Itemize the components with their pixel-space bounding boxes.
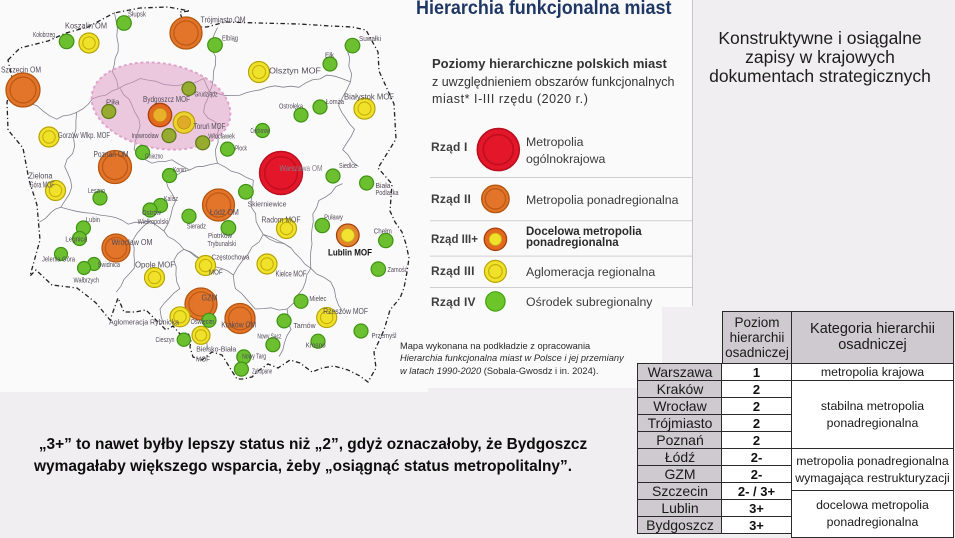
svg-text:Konin: Konin [173, 165, 186, 174]
svg-text:Jelenia Góra: Jelenia Góra [42, 255, 76, 264]
svg-text:Elbląg: Elbląg [222, 34, 238, 43]
svg-text:Nowy Sącz: Nowy Sącz [257, 331, 281, 340]
svg-text:Chełm: Chełm [374, 227, 392, 236]
svg-text:Trybunalski: Trybunalski [208, 239, 237, 248]
svg-text:Świdnica: Świdnica [98, 260, 121, 269]
svg-text:Leszno: Leszno [88, 186, 105, 195]
svg-text:Góra MOF: Góra MOF [30, 181, 55, 190]
svg-text:Radom MOF: Radom MOF [262, 216, 301, 225]
svg-text:Wrocław OM: Wrocław OM [112, 238, 153, 247]
svg-text:Łódź OM: Łódź OM [210, 207, 239, 217]
svg-text:Ostrołęka: Ostrołęka [279, 102, 304, 111]
svg-text:Kołobrzeg: Kołobrzeg [33, 30, 55, 39]
svg-text:MOF: MOF [209, 267, 223, 276]
svg-text:Skierniewice: Skierniewice [248, 200, 287, 209]
svg-text:Ostrów: Ostrów [142, 208, 162, 217]
svg-text:Olsztyn MOF: Olsztyn MOF [269, 67, 321, 76]
svg-text:Siedlce: Siedlce [339, 161, 357, 170]
svg-text:Grudziądz: Grudziądz [195, 90, 218, 99]
svg-text:Zamość: Zamość [388, 265, 408, 274]
svg-text:Poznań OM: Poznań OM [94, 150, 129, 159]
svg-text:Cieszyn: Cieszyn [156, 335, 175, 344]
svg-text:Podlaska: Podlaska [376, 188, 400, 197]
svg-text:Biała: Biała [376, 181, 392, 190]
svg-text:Gniezno: Gniezno [145, 152, 163, 161]
svg-text:Lublin MOF: Lublin MOF [328, 248, 372, 259]
svg-text:Bielsko-Biała: Bielsko-Biała [196, 345, 237, 354]
svg-text:Legnica: Legnica [65, 235, 87, 244]
svg-text:Płock: Płock [235, 144, 247, 153]
svg-text:Oświęcim: Oświęcim [191, 317, 215, 326]
svg-text:Przemyśl: Przemyśl [372, 331, 397, 340]
svg-text:Koszalin OM: Koszalin OM [65, 22, 107, 31]
svg-text:Kielce MOF: Kielce MOF [276, 270, 307, 279]
svg-text:Łomża: Łomża [326, 97, 345, 106]
svg-text:Warszawa OM: Warszawa OM [280, 164, 323, 173]
svg-text:Suwałki: Suwałki [359, 34, 381, 43]
svg-text:Nowy Targ: Nowy Targ [242, 352, 266, 361]
svg-text:Gorzów Wlkp. MOF: Gorzów Wlkp. MOF [58, 131, 110, 140]
svg-text:Ciechanów: Ciechanów [251, 126, 270, 135]
svg-text:Rzeszów MOF: Rzeszów MOF [323, 307, 368, 316]
svg-text:Puławy: Puławy [324, 213, 343, 222]
svg-text:Kraków OM: Kraków OM [221, 320, 256, 330]
svg-text:Częstochowa: Częstochowa [212, 253, 251, 262]
svg-text:Szczecin OM: Szczecin OM [1, 66, 41, 75]
svg-text:MOF: MOF [196, 354, 210, 363]
svg-text:Zakopane: Zakopane [252, 367, 272, 376]
svg-text:Piotrków: Piotrków [208, 231, 233, 240]
svg-text:Słupsk: Słupsk [128, 10, 146, 19]
svg-text:Krosno: Krosno [306, 340, 326, 349]
svg-text:Wałbrzych: Wałbrzych [74, 276, 100, 285]
svg-text:Lubin: Lubin [86, 215, 100, 224]
svg-text:Ełk: Ełk [325, 51, 334, 60]
svg-text:Opole MOF: Opole MOF [135, 261, 175, 270]
svg-text:Włocławek: Włocławek [208, 132, 235, 141]
svg-text:Bydgoszcz MOF: Bydgoszcz MOF [143, 95, 190, 104]
svg-text:Piła: Piła [106, 98, 120, 107]
svg-text:Inowrocław: Inowrocław [132, 131, 159, 140]
svg-text:Sieradz: Sieradz [187, 222, 206, 231]
svg-text:Kalisz: Kalisz [164, 194, 178, 203]
svg-text:Białystok MOF: Białystok MOF [344, 93, 394, 102]
svg-text:Tarnów: Tarnów [294, 321, 317, 330]
svg-text:GZM: GZM [202, 294, 218, 303]
svg-text:Trójmiasto OM: Trójmiasto OM [201, 15, 246, 24]
svg-text:Wielkopolski: Wielkopolski [138, 217, 169, 226]
svg-text:Zielona: Zielona [29, 172, 54, 181]
svg-text:Mielec: Mielec [309, 294, 326, 303]
svg-text:Aglomeracja Rybnicka: Aglomeracja Rybnicka [109, 318, 180, 327]
svg-text:Toruń MOF: Toruń MOF [194, 122, 226, 131]
